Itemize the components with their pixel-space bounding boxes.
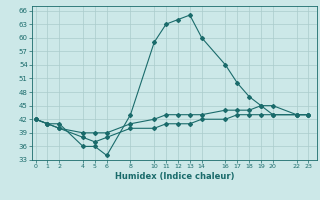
X-axis label: Humidex (Indice chaleur): Humidex (Indice chaleur): [115, 172, 234, 181]
